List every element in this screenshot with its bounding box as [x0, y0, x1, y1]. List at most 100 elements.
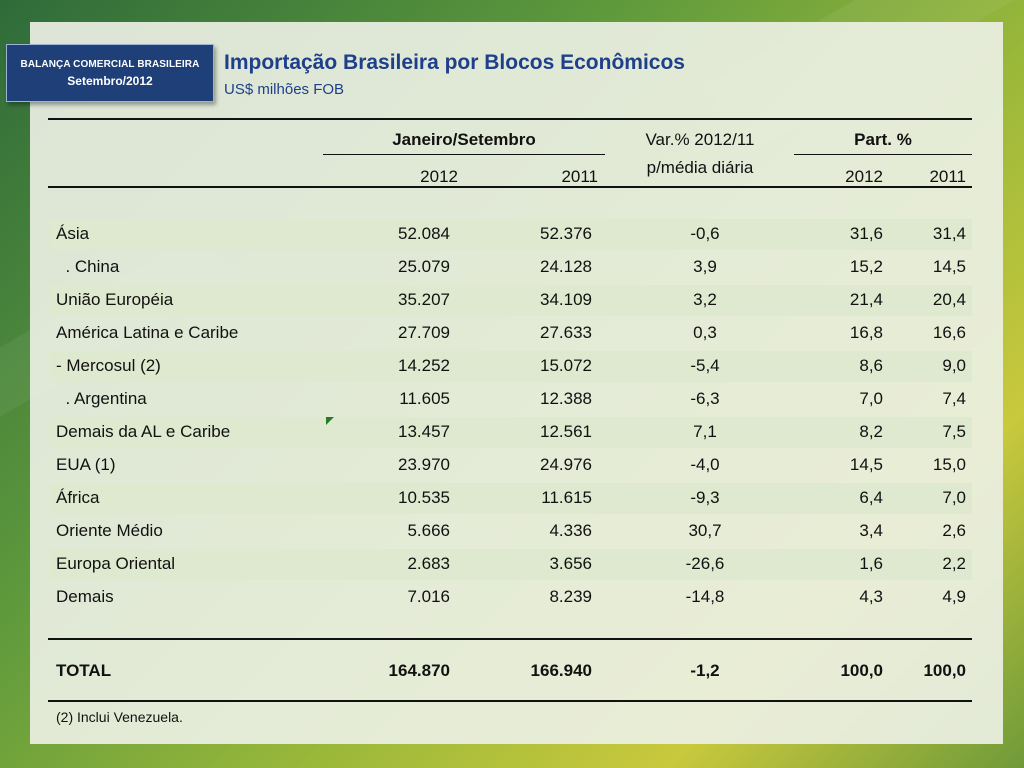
row-part-2011: 7,0 — [942, 488, 966, 507]
table-row — [50, 549, 972, 580]
total-var: -1,2 — [690, 661, 720, 680]
row-value-2011: 34.109 — [540, 290, 592, 309]
header-2012: 2012 — [420, 167, 458, 186]
total-2011: 166.940 — [530, 661, 592, 680]
table-row — [50, 219, 972, 250]
row-part-2011: 31,4 — [932, 224, 966, 243]
header-part-2012: 2012 — [845, 167, 883, 186]
badge-period: Setembro/2012 — [67, 74, 153, 88]
row-value-2012: 11.605 — [399, 389, 450, 408]
row-label: Oriente Médio — [56, 521, 163, 540]
row-value-2012: 5.666 — [407, 521, 450, 540]
table-row — [50, 417, 972, 448]
table-top-rule — [48, 118, 972, 120]
row-label: Demais da AL e Caribe — [56, 422, 231, 441]
header-period: Janeiro/Setembro — [392, 130, 536, 149]
row-value-2012: 35.207 — [398, 290, 450, 309]
table-row — [50, 285, 972, 316]
total-part-2012: 100,0 — [840, 661, 883, 680]
row-value-2011: 12.388 — [540, 389, 592, 408]
row-value-2011: 11.615 — [541, 488, 592, 507]
table-row — [50, 483, 972, 514]
report-badge: BALANÇA COMERCIAL BRASILEIRA Setembro/20… — [6, 44, 214, 102]
row-var: 3,2 — [693, 290, 717, 309]
content-panel — [30, 22, 1003, 744]
row-value-2011: 8.239 — [549, 587, 592, 606]
row-part-2011: 20,4 — [932, 290, 966, 309]
header-bottom-rule — [48, 186, 972, 188]
row-value-2012: 27.709 — [398, 323, 450, 342]
row-var: 0,3 — [693, 323, 717, 342]
row-label: África — [56, 488, 100, 507]
row-part-2011: 15,0 — [932, 455, 966, 474]
row-value-2011: 52.376 — [540, 224, 592, 243]
row-value-2011: 3.656 — [549, 554, 592, 573]
row-label: . Argentina — [56, 389, 147, 408]
period-underline — [323, 154, 605, 155]
row-var: -9,3 — [690, 488, 720, 507]
row-part-2012: 8,2 — [859, 422, 883, 441]
row-part-2011: 16,6 — [932, 323, 966, 342]
row-part-2012: 15,2 — [849, 257, 883, 276]
total-2012: 164.870 — [388, 661, 450, 680]
row-value-2011: 4.336 — [549, 521, 592, 540]
header-var-line1: Var.% 2012/11 — [645, 130, 755, 149]
row-var: 7,1 — [693, 422, 717, 441]
row-label: Europa Oriental — [56, 554, 176, 573]
row-value-2012: 7.016 — [407, 587, 450, 606]
row-part-2012: 6,4 — [859, 488, 883, 507]
footnote: (2) Inclui Venezuela. — [56, 709, 183, 725]
header-2011: 2011 — [561, 167, 598, 186]
row-var: -4,0 — [690, 455, 720, 474]
page-subtitle: US$ milhões FOB — [224, 81, 345, 98]
row-label: Demais — [56, 587, 114, 606]
row-value-2012: 2.683 — [407, 554, 450, 573]
badge-title: BALANÇA COMERCIAL BRASILEIRA — [20, 59, 200, 70]
row-part-2012: 1,6 — [859, 554, 883, 573]
row-part-2012: 16,8 — [849, 323, 883, 342]
cell-marker-icon — [326, 417, 334, 425]
row-part-2012: 31,6 — [849, 224, 883, 243]
row-part-2011: 4,9 — [942, 587, 966, 606]
row-label: Ásia — [56, 224, 90, 243]
row-value-2012: 23.970 — [398, 455, 450, 474]
row-part-2011: 14,5 — [932, 257, 966, 276]
row-label: - Mercosul (2) — [56, 356, 161, 375]
row-part-2011: 2,2 — [942, 554, 966, 573]
row-value-2012: 13.457 — [398, 422, 450, 441]
header-part-2011: 2011 — [929, 167, 966, 186]
row-part-2011: 9,0 — [942, 356, 966, 375]
row-var: 3,9 — [693, 257, 717, 276]
table-row — [50, 351, 972, 382]
total-part-2011: 100,0 — [923, 661, 966, 680]
row-label: União Européia — [56, 290, 174, 309]
row-value-2012: 10.535 — [398, 488, 450, 507]
row-part-2012: 21,4 — [849, 290, 883, 309]
row-part-2011: 7,4 — [942, 389, 966, 408]
row-value-2012: 52.084 — [398, 224, 450, 243]
row-part-2012: 8,6 — [859, 356, 883, 375]
part-underline — [794, 154, 972, 155]
row-var: -6,3 — [690, 389, 720, 408]
row-label: América Latina e Caribe — [56, 323, 239, 342]
row-var: -14,8 — [685, 587, 725, 606]
row-var: -26,6 — [685, 554, 725, 573]
row-part-2011: 7,5 — [942, 422, 966, 441]
header-var-line2: p/média diária — [646, 158, 754, 177]
row-var: -0,6 — [690, 224, 720, 243]
row-value-2012: 25.079 — [398, 257, 450, 276]
row-value-2011: 27.633 — [540, 323, 592, 342]
row-part-2012: 14,5 — [849, 455, 883, 474]
header-part: Part. % — [854, 130, 912, 149]
table-bottom-rule — [48, 700, 972, 702]
row-var: 30,7 — [688, 521, 722, 540]
row-value-2011: 24.128 — [540, 257, 592, 276]
row-label: . China — [56, 257, 120, 276]
row-value-2012: 14.252 — [398, 356, 450, 375]
total-label: TOTAL — [56, 661, 112, 680]
row-part-2012: 7,0 — [859, 389, 883, 408]
row-part-2012: 4,3 — [859, 587, 883, 606]
row-value-2011: 12.561 — [540, 422, 592, 441]
row-part-2012: 3,4 — [859, 521, 883, 540]
page-title: Importação Brasileira por Blocos Econômi… — [224, 51, 685, 74]
